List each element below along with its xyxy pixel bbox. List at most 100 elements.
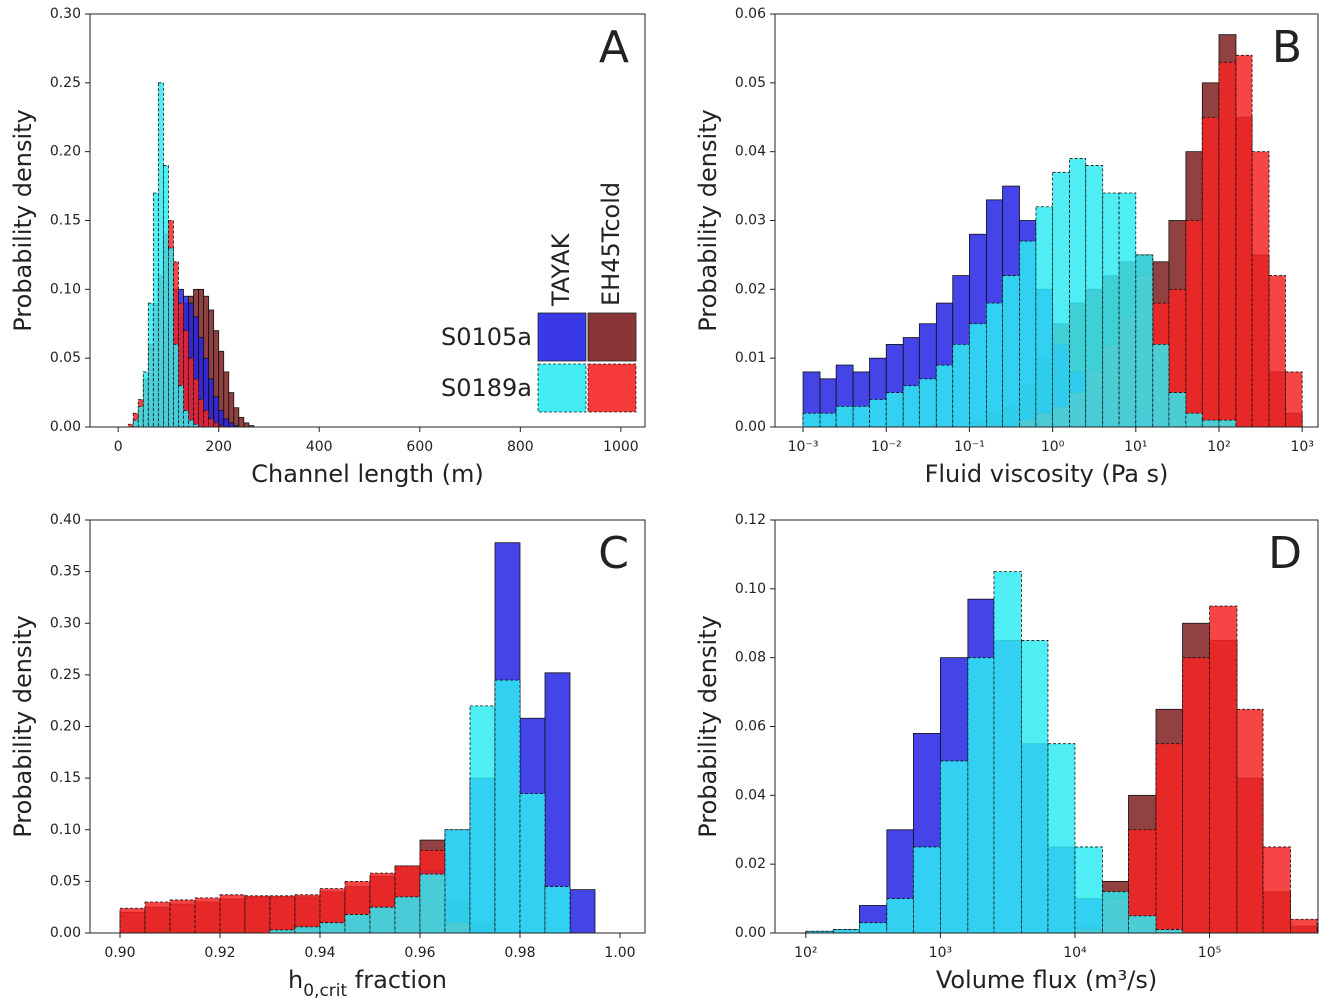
y-tick-label: 0.04 (735, 144, 766, 160)
histogram-bar (1218, 419, 1237, 428)
y-axis-label: Probability density (9, 109, 37, 332)
legend-swatch (537, 363, 587, 413)
histogram-bar (169, 899, 196, 934)
histogram-bar (939, 760, 969, 934)
y-tick-label: 0.02 (735, 281, 766, 297)
x-tick-label: 0.92 (204, 945, 235, 961)
histogram-bar (1218, 61, 1237, 428)
histogram-bar (228, 392, 235, 428)
legend-row-label: S0189a (441, 374, 532, 402)
x-axis-label-part: Channel length (m) (251, 460, 483, 488)
y-tick-label: 0.04 (735, 787, 766, 803)
x-axis-label: Channel length (m) (251, 460, 483, 488)
histogram-bar (178, 385, 184, 428)
y-tick-label: 0.15 (50, 770, 81, 786)
histogram-bar (213, 396, 220, 428)
y-tick-label: 0.06 (735, 719, 766, 735)
histogram-bar (886, 898, 914, 934)
histogram-bar (1019, 240, 1037, 428)
histogram-bar (1262, 846, 1291, 934)
histogram-bar (218, 425, 225, 428)
histogram-bar (132, 419, 139, 428)
x-axis-label-part: 0,crit (303, 981, 347, 1001)
legend-column-label: EH45Tcold (597, 182, 625, 306)
panel-label: A (599, 22, 629, 73)
histogram-bar (1102, 891, 1129, 934)
histogram-bar (519, 793, 546, 934)
histogram-bar (1047, 743, 1076, 934)
histogram-bar (469, 705, 496, 934)
x-tick-label: 10⁵ (1198, 945, 1221, 961)
legend-column-label: TAYAK (547, 232, 575, 307)
histogram-bar (213, 422, 220, 428)
panel-label: D (1268, 528, 1302, 579)
histogram-bar (1155, 929, 1183, 934)
histogram-bar (1285, 371, 1303, 428)
histogram-bar (198, 399, 205, 428)
x-tick-label: 10⁻² (871, 439, 902, 455)
x-tick-label: 1.00 (604, 945, 635, 961)
y-tick-label: 0.05 (50, 873, 81, 889)
histogram-bar (152, 192, 159, 428)
y-tick-label: 0.03 (735, 213, 766, 229)
histogram-bar (1085, 165, 1104, 428)
histogram-bar (993, 571, 1022, 934)
x-tick-label: 0.94 (304, 945, 335, 961)
histogram-bar (967, 657, 995, 934)
y-tick-label: 0.25 (50, 667, 81, 683)
histogram-bar (1002, 275, 1020, 428)
histogram-bar (1290, 918, 1318, 934)
histogram-bar (394, 896, 421, 934)
x-tick-label: 0.96 (404, 945, 435, 961)
histogram-bar (1168, 392, 1187, 428)
x-tick-label: 10³ (1290, 439, 1313, 455)
x-tick-label: 10² (794, 945, 817, 961)
panel-label: B (1272, 22, 1302, 73)
histogram-bar (1118, 192, 1137, 428)
histogram-bar (494, 679, 521, 934)
histogram-bar (1052, 171, 1070, 428)
histogram-bar (319, 922, 346, 934)
histogram-bar (858, 922, 888, 934)
y-tick-label: 0.15 (50, 213, 81, 229)
histogram-bar (369, 906, 396, 934)
histogram-bar (238, 416, 245, 428)
x-tick-label: 600 (406, 439, 433, 455)
y-tick-label: 0.10 (735, 581, 766, 597)
histogram-bar (144, 901, 171, 934)
histogram-bar (1185, 220, 1203, 428)
histogram-bar (243, 422, 250, 428)
histogram-bar (1209, 605, 1238, 934)
histogram-bar (969, 323, 987, 428)
x-tick-label: 0 (114, 439, 123, 455)
histogram-bar (218, 410, 225, 428)
x-tick-label: 10³ (929, 945, 952, 961)
histogram-bar (183, 410, 189, 428)
x-tick-label: 10⁰ (1041, 439, 1065, 455)
histogram-bar (1201, 419, 1220, 428)
legend-swatch (587, 312, 637, 362)
panel: 0.90 0.92 0.94 0.96 0.98 1.00 0.00 0.05 0.10 0.15… (9, 512, 646, 1001)
histogram-bar (1102, 192, 1120, 428)
histogram-bar (935, 364, 954, 428)
y-tick-label: 0.00 (50, 925, 81, 941)
x-tick-label: 10⁻³ (788, 439, 819, 455)
histogram-bar (228, 422, 235, 428)
histogram-bar (918, 378, 937, 428)
x-tick-label: 400 (306, 439, 333, 455)
x-axis-label-part: Volume flux (m³/s) (936, 966, 1157, 994)
histogram-bar (902, 385, 920, 428)
histogram-bar (203, 410, 210, 428)
y-tick-label: 0.20 (50, 144, 81, 160)
y-tick-label: 0.40 (50, 512, 81, 528)
histogram-bar (885, 392, 904, 428)
y-tick-label: 0.30 (50, 615, 81, 631)
y-tick-label: 0.00 (735, 925, 766, 941)
histogram-bar (819, 412, 837, 428)
histogram-bar (1155, 743, 1183, 934)
legend-swatch (537, 312, 587, 362)
histogram-bar (119, 907, 146, 934)
histogram-bar (1035, 206, 1054, 428)
histogram-bar (1074, 846, 1103, 934)
y-tick-label: 0.02 (735, 856, 766, 872)
